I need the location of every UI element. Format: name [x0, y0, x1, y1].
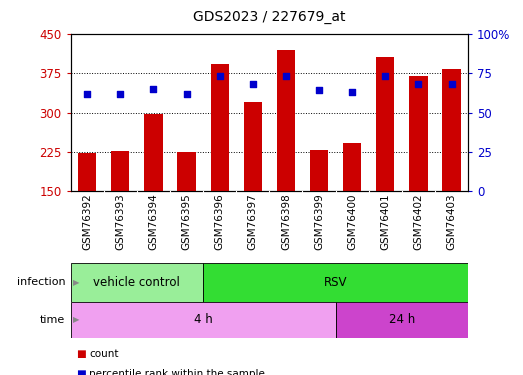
Point: [149, 86, 157, 92]
Point: [83, 91, 92, 97]
Text: GSM76398: GSM76398: [281, 194, 291, 250]
Bar: [376, 57, 394, 191]
Bar: [211, 64, 229, 191]
Text: GSM76400: GSM76400: [347, 194, 357, 250]
Bar: [244, 102, 262, 191]
Text: ▶: ▶: [73, 315, 79, 324]
Text: GSM76403: GSM76403: [447, 194, 457, 250]
Text: ▶: ▶: [73, 278, 79, 286]
Text: infection: infection: [17, 277, 65, 287]
Text: percentile rank within the sample: percentile rank within the sample: [89, 369, 265, 375]
Bar: [410, 76, 427, 191]
Text: GSM76402: GSM76402: [413, 194, 424, 250]
Point: [447, 81, 456, 87]
Text: 24 h: 24 h: [389, 313, 415, 326]
Text: ■: ■: [76, 369, 86, 375]
Text: GSM76397: GSM76397: [248, 194, 258, 250]
Bar: [78, 153, 96, 191]
Text: GSM76392: GSM76392: [82, 194, 92, 250]
Bar: [203, 262, 468, 302]
Text: GDS2023 / 227679_at: GDS2023 / 227679_at: [193, 10, 346, 24]
Bar: [71, 262, 203, 302]
Text: ■: ■: [76, 349, 86, 359]
Text: time: time: [40, 315, 65, 325]
Point: [183, 91, 191, 97]
Point: [215, 73, 224, 79]
Point: [248, 81, 257, 87]
Bar: [177, 152, 196, 191]
Text: count: count: [89, 349, 118, 359]
Text: RSV: RSV: [324, 276, 347, 289]
Point: [116, 91, 124, 97]
Text: GSM76394: GSM76394: [149, 194, 158, 250]
Text: GSM76393: GSM76393: [115, 194, 126, 250]
Text: GSM76396: GSM76396: [214, 194, 225, 250]
Bar: [111, 152, 129, 191]
Point: [381, 73, 390, 79]
Bar: [336, 302, 468, 338]
Bar: [343, 143, 361, 191]
Point: [414, 81, 423, 87]
Point: [348, 89, 356, 95]
Point: [315, 87, 323, 93]
Text: vehicle control: vehicle control: [94, 276, 180, 289]
Bar: [71, 302, 336, 338]
Text: 4 h: 4 h: [194, 313, 212, 326]
Text: GSM76401: GSM76401: [380, 194, 390, 250]
Point: [282, 73, 290, 79]
Bar: [310, 150, 328, 191]
Bar: [144, 114, 163, 191]
Text: GSM76395: GSM76395: [181, 194, 191, 250]
Text: GSM76399: GSM76399: [314, 194, 324, 250]
Bar: [277, 50, 295, 191]
Bar: [442, 69, 461, 191]
